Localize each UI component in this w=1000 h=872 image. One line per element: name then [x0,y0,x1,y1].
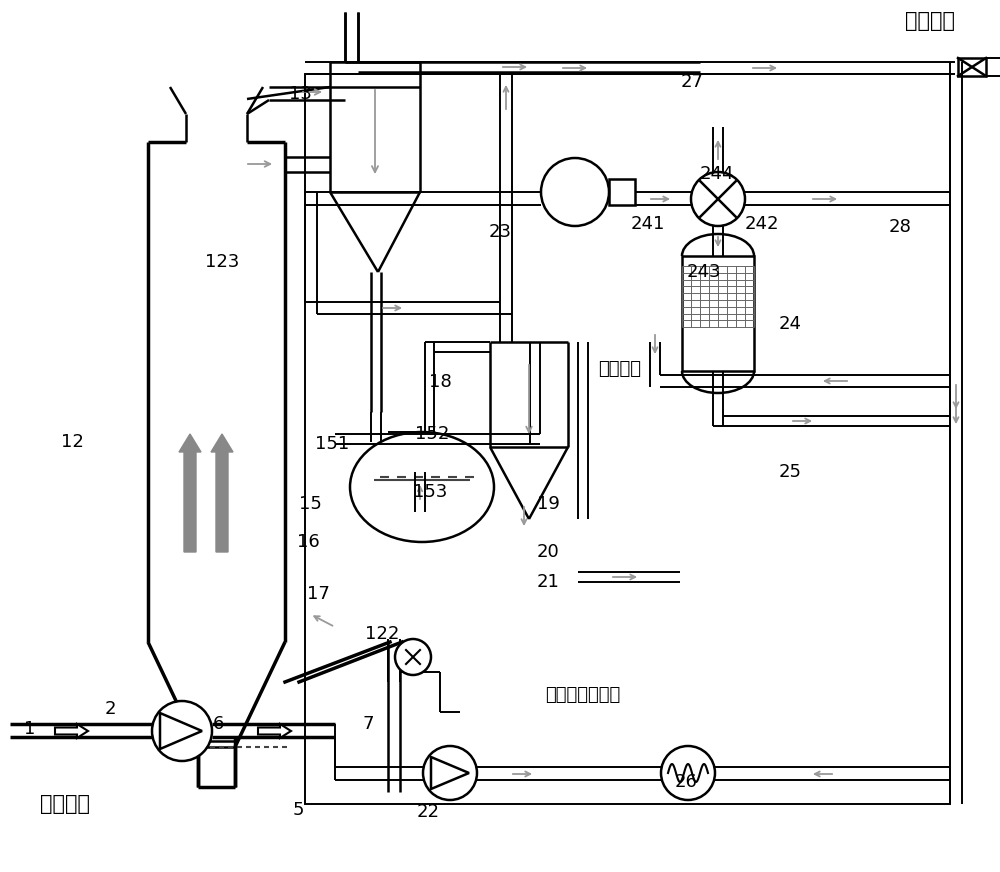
Circle shape [423,746,477,800]
Circle shape [661,746,715,800]
Text: 152: 152 [415,425,449,443]
Text: 242: 242 [745,215,779,233]
Text: 26: 26 [675,773,697,791]
FancyArrow shape [55,724,88,738]
Text: 122: 122 [365,625,399,643]
Text: 28: 28 [889,218,911,236]
Circle shape [541,158,609,226]
Text: 12: 12 [61,433,83,451]
Text: 20: 20 [537,543,559,561]
Text: 5: 5 [292,801,304,819]
Text: 25: 25 [778,463,802,481]
FancyArrow shape [258,724,291,738]
Text: 1: 1 [24,720,36,738]
Polygon shape [160,713,202,749]
Text: 244: 244 [700,165,734,183]
Text: 6: 6 [212,715,224,733]
Text: 13: 13 [289,85,311,103]
Circle shape [691,172,745,226]
FancyArrow shape [211,434,233,552]
Text: 24: 24 [778,315,802,333]
Text: 16: 16 [297,533,319,551]
Text: 有机废气: 有机废气 [40,794,90,814]
Text: 达标尾气: 达标尾气 [905,11,955,31]
Text: 脱附用高温载气: 脱附用高温载气 [545,686,620,704]
Text: 22: 22 [416,803,440,821]
Text: 7: 7 [362,715,374,733]
Text: 2: 2 [104,700,116,718]
Text: 18: 18 [429,373,451,391]
Text: 241: 241 [631,215,665,233]
Bar [609,179,635,205]
Text: 27: 27 [680,73,704,91]
Text: 243: 243 [687,263,721,281]
Text: 19: 19 [537,495,559,513]
Circle shape [395,639,431,675]
Circle shape [152,701,212,761]
Bar [682,256,754,371]
Text: 15: 15 [299,495,321,513]
Text: 21: 21 [537,573,559,591]
Text: 153: 153 [413,483,447,501]
Text: 17: 17 [307,585,329,603]
Text: 151: 151 [315,435,349,453]
Text: 浓缩废气: 浓缩废气 [598,360,641,378]
Bar [305,74,950,804]
Text: 123: 123 [205,253,239,271]
Text: 23: 23 [488,223,512,241]
Ellipse shape [350,432,494,542]
Polygon shape [431,757,469,789]
Bar [958,58,986,76]
FancyArrow shape [179,434,201,552]
